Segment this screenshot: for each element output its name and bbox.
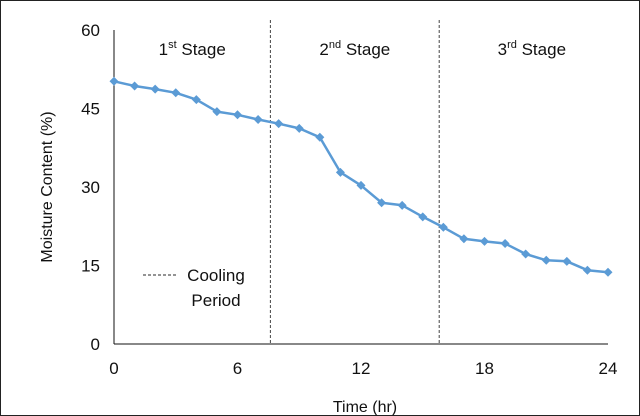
series-line [113,80,609,274]
data-point [233,110,242,120]
x-tick-label: 18 [475,359,494,378]
y-tick-label: 60 [81,21,100,40]
data-point [171,88,181,98]
legend-label-line-2: Period [191,291,240,310]
data-point [480,236,489,246]
data-point [356,180,366,190]
data-point [335,167,345,177]
legend-label-line-1: Cooling [187,266,245,285]
stage-label: 2nd Stage [319,39,390,59]
stage-label: 3rd Stage [498,39,566,59]
data-point [315,132,325,142]
x-tick-label: 12 [352,359,371,378]
data-point [294,123,304,133]
stage-label: 1st Stage [159,39,226,59]
y-tick-label: 15 [81,257,100,276]
data-point [541,255,551,265]
data-point [603,267,613,277]
data-point [377,198,387,208]
y-tick-label: 0 [91,335,100,354]
y-tick-label: 30 [81,178,100,197]
data-point [582,265,592,275]
y-tick-label: 45 [81,100,100,119]
data-point [562,256,572,266]
legend: Cooling Period [143,266,245,310]
data-point [459,234,469,244]
data-point [109,76,119,86]
x-tick-label: 6 [233,359,242,378]
data-point [397,200,407,210]
data-point [438,222,448,232]
x-tick-label: 0 [109,359,118,378]
x-tick-label: 24 [599,359,618,378]
data-point [212,107,222,117]
data-point [521,249,531,259]
data-point [253,114,263,124]
data-point [191,95,201,105]
data-point [500,239,510,249]
data-point [274,119,284,129]
data-point [130,81,140,91]
x-axis-label: Time (hr) [333,399,397,416]
y-axis-label: Moisture Content (%) [39,111,56,262]
data-point [418,212,428,222]
data-point [150,84,160,94]
